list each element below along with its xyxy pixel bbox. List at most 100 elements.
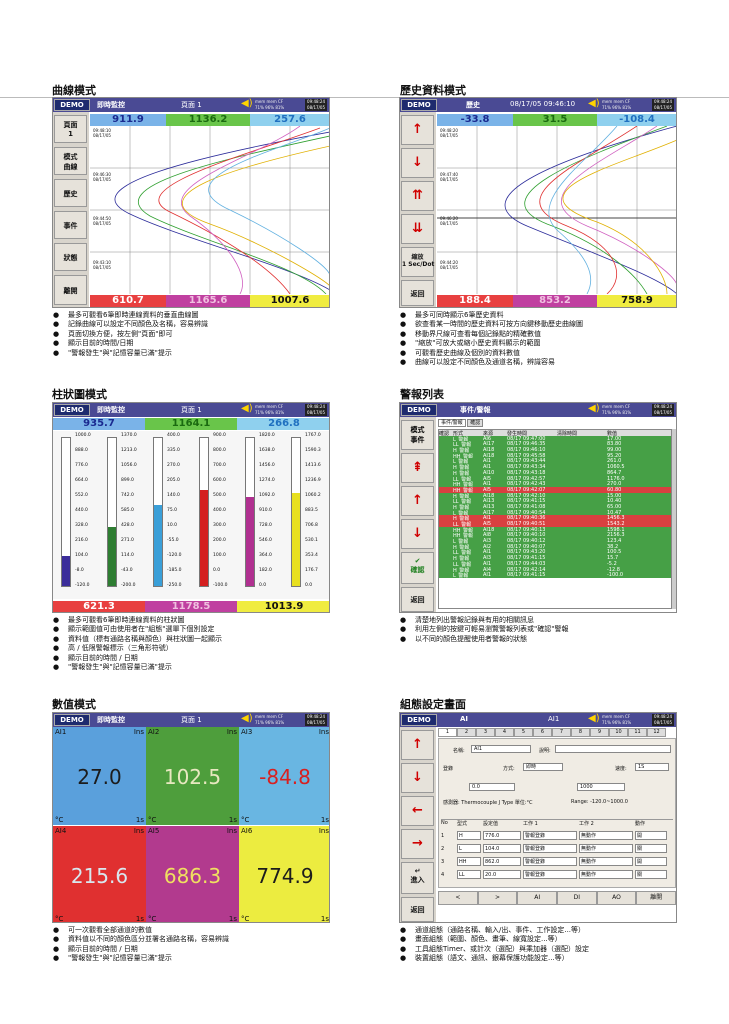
table-row[interactable]: H_警報 AI13 08/17 09:41:08 65.00 <box>439 503 671 510</box>
confirm-button[interactable]: ✔ 確認 <box>401 552 434 584</box>
event-field[interactable]: 104.0 <box>483 844 521 853</box>
up-button[interactable]: ↑ <box>401 730 434 760</box>
channel-tab[interactable]: 8 <box>571 728 590 737</box>
channel-tab[interactable]: 6 <box>533 728 552 737</box>
nav-button[interactable]: DI <box>557 891 597 905</box>
table-row[interactable]: LL_警報 AI5 08/17 09:42:57 1176.0 <box>439 475 671 482</box>
value-tile[interactable]: AI6 Ins °C 1s 774.9 <box>239 826 329 922</box>
nav-button[interactable]: AO <box>596 891 637 905</box>
table-row[interactable]: LL_警報 AI5 08/17 09:40:51 1543.2 <box>439 521 671 527</box>
channel-tab[interactable]: 1 <box>438 728 457 737</box>
channel-tab[interactable]: 9 <box>590 728 609 737</box>
table-row[interactable]: H_警報 AI1 08/17 09:40:36 1456.3 <box>439 515 671 521</box>
table-row[interactable]: LL_警報 AI1 08/17 09:44:03 -5.2 <box>439 560 671 567</box>
event-field[interactable]: H <box>457 831 481 840</box>
page-button[interactable]: 頁面 1 <box>54 115 87 143</box>
table-row[interactable]: HH_警報 AI8 08/17 09:40:10 2156.3 <box>439 532 671 539</box>
speaker-icon[interactable]: ◀) <box>588 713 600 724</box>
mode-select[interactable]: 即時 <box>523 763 563 771</box>
event-field[interactable]: 20.0 <box>483 870 521 879</box>
table-row[interactable]: LL_警報 AI17 08/17 09:46:35 83.80 <box>439 441 671 448</box>
tab-events[interactable]: 事件/警報 <box>438 419 466 427</box>
table-row[interactable]: HH_警報 AI18 08/17 09:40:13 1598.1 <box>439 526 671 533</box>
mode-button[interactable]: 模式 曲線 <box>54 147 87 175</box>
table-row[interactable]: L_警報 AI3 08/17 09:40:12 123.4 <box>439 538 671 544</box>
channel-tab[interactable]: 3 <box>476 728 495 737</box>
speaker-icon[interactable]: ◀) <box>241 98 253 109</box>
scrollbar[interactable] <box>672 429 676 609</box>
up-button[interactable]: ↑ <box>401 115 434 145</box>
value-tile[interactable]: AI2 Ins °C 1s 102.5 <box>146 727 239 825</box>
table-row[interactable]: L_警報 AI1 08/17 09:43:44 261.0 <box>439 458 671 465</box>
nav-button[interactable]: 離開 <box>636 891 676 905</box>
demo-badge[interactable]: DEMO <box>54 714 90 726</box>
table-row[interactable]: L_警報 AI17 08/17 09:40:54 10.47 <box>439 509 671 516</box>
nav-button[interactable]: > <box>477 891 518 905</box>
event-field[interactable]: HH <box>457 857 481 866</box>
down-button[interactable]: ↓ <box>401 519 434 549</box>
event-field[interactable]: 警報登錄 <box>523 857 577 866</box>
demo-badge[interactable]: DEMO <box>401 404 437 416</box>
back-button[interactable]: 返回 <box>401 587 434 612</box>
back-button[interactable]: 返回 <box>401 897 434 922</box>
left-button[interactable]: ← <box>401 796 434 826</box>
table-row[interactable]: H_警報 AI2 08/17 09:40:07 38.2 <box>439 543 671 550</box>
demo-badge[interactable]: DEMO <box>401 714 437 726</box>
table-row[interactable]: LL_警報 AI1 08/17 09:43:20 100.5 <box>439 549 671 556</box>
table-row[interactable]: H_警報 AI4 08/17 09:42:14 -12.8 <box>439 566 671 573</box>
event-field[interactable]: 警報登錄 <box>523 870 577 879</box>
demo-badge[interactable]: DEMO <box>54 404 90 416</box>
event-field[interactable]: 關 <box>635 870 667 879</box>
mode-button[interactable]: 模式 事件 <box>401 420 434 450</box>
value-tile[interactable]: AI5 Ins °C 1s 686.3 <box>146 826 239 922</box>
event-field[interactable]: 無動作 <box>579 857 633 866</box>
event-field[interactable]: L <box>457 844 481 853</box>
table-row[interactable]: H_警報 AI18 08/17 09:46:10 99.00 <box>439 447 671 453</box>
speaker-icon[interactable]: ◀) <box>588 98 600 109</box>
up-button[interactable]: ↑ <box>401 486 434 516</box>
channel-tab[interactable]: 4 <box>495 728 514 737</box>
value-tile[interactable]: AI3 Ins °C 1s -84.8 <box>239 727 329 825</box>
event-button[interactable]: 事件 <box>54 211 87 239</box>
table-row[interactable]: HH_警報 AI1 08/17 09:42:43 270.0 <box>439 481 671 487</box>
table-row[interactable]: L_警報 AI6 08/17 09:47:00 17.00 <box>439 435 671 442</box>
event-field[interactable]: 無動作 <box>579 844 633 853</box>
channel-tab[interactable]: 7 <box>552 728 571 737</box>
event-field[interactable]: 警報登錄 <box>523 844 577 853</box>
name-input[interactable]: AI1 <box>471 745 531 753</box>
event-field[interactable]: LL <box>457 870 481 879</box>
scale-high-input[interactable]: 1000 <box>577 783 625 791</box>
speed-select[interactable]: 1S <box>635 763 669 771</box>
channel-tab[interactable]: 11 <box>628 728 647 737</box>
down-button[interactable]: ↓ <box>401 763 434 793</box>
enter-button[interactable]: ↵ 進入 <box>401 862 434 894</box>
speaker-icon[interactable]: ◀) <box>588 403 600 414</box>
demo-badge[interactable]: DEMO <box>401 99 437 111</box>
channel-tab[interactable]: 2 <box>457 728 476 737</box>
back-button[interactable]: 返回 <box>401 280 434 306</box>
channel-tab[interactable]: 10 <box>609 728 628 737</box>
tab-confirm[interactable]: 確認 <box>467 419 484 427</box>
table-row[interactable]: H_警報 AI18 08/17 09:42:10 15.00 <box>439 492 671 499</box>
demo-badge[interactable]: DEMO <box>54 99 90 111</box>
scale-low-input[interactable]: 0.0 <box>469 783 515 791</box>
event-field[interactable]: 警報登錄 <box>523 831 577 840</box>
event-field[interactable]: 無動作 <box>579 831 633 840</box>
zoom-button[interactable]: 縮放 1 Sec/Dot <box>401 247 434 277</box>
down-button[interactable]: ↓ <box>401 148 434 178</box>
value-tile[interactable]: AI1 Ins °C 1s 27.0 <box>53 727 146 825</box>
exit-button[interactable]: 離開 <box>54 275 87 305</box>
table-row[interactable]: HH_警報 AI18 08/17 09:45:58 95.20 <box>439 452 671 459</box>
history-button[interactable]: 歷史 <box>54 179 87 207</box>
table-row[interactable]: HH_警報 AI5 08/17 09:42:07 60.80 <box>439 486 671 493</box>
nav-button[interactable]: AI <box>517 891 558 905</box>
table-row[interactable]: H_警報 AI1 08/17 09:43:34 1060.5 <box>439 464 671 470</box>
table-row[interactable]: H_警報 AI3 08/17 09:41:15 15.7 <box>439 555 671 561</box>
event-field[interactable]: 開 <box>635 831 667 840</box>
page-down-button[interactable]: ⇊ <box>401 214 434 244</box>
desc-input[interactable] <box>555 745 671 753</box>
speaker-icon[interactable]: ◀) <box>241 403 253 414</box>
channel-tab[interactable]: 12 <box>647 728 666 737</box>
event-field[interactable]: 862.0 <box>483 857 521 866</box>
page-up-button[interactable]: ⇈ <box>401 181 434 211</box>
